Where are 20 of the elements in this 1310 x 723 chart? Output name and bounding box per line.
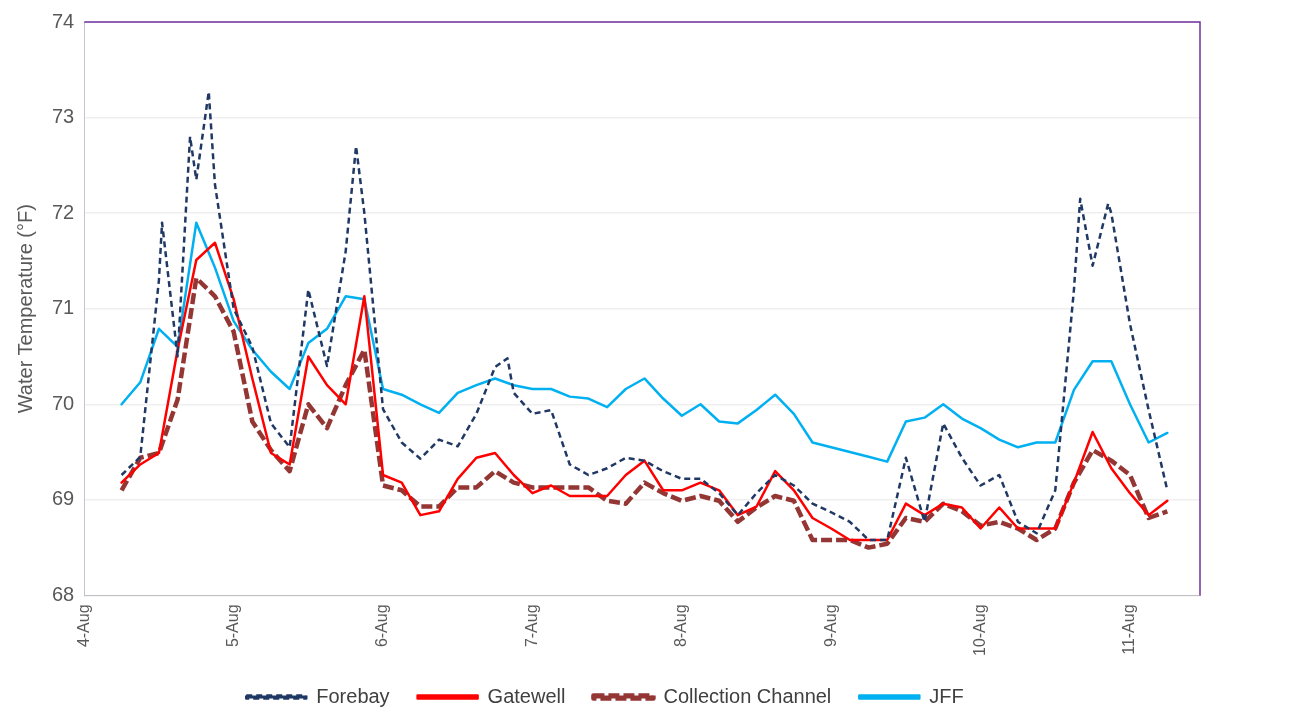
x-tick-label: 4-Aug: [74, 604, 92, 648]
y-tick-label: 73: [52, 105, 75, 128]
x-tick-label: 8-Aug: [672, 604, 690, 648]
x-tick-label: 5-Aug: [224, 604, 242, 648]
x-tick-label: 6-Aug: [373, 604, 391, 648]
y-tick-label: 74: [52, 9, 75, 32]
x-tick-label: 11-Aug: [1120, 604, 1138, 655]
x-tick-label: 10-Aug: [970, 604, 988, 656]
y-tick-label: 68: [52, 582, 75, 605]
x-tick-label: 7-Aug: [522, 604, 540, 648]
legend-label: Gatewell: [487, 684, 566, 707]
y-tick-label: 72: [52, 200, 75, 223]
y-tick-label: 69: [52, 487, 75, 510]
x-tick-label: 9-Aug: [821, 604, 839, 648]
y-tick-label: 70: [52, 391, 75, 414]
y-tick-label: 71: [52, 296, 75, 319]
legend-label: Collection Channel: [663, 684, 832, 707]
y-axis-title: Water Temperature (°F): [13, 204, 36, 414]
legend-label: Forebay: [316, 684, 390, 707]
legend-label: JFF: [929, 684, 964, 707]
